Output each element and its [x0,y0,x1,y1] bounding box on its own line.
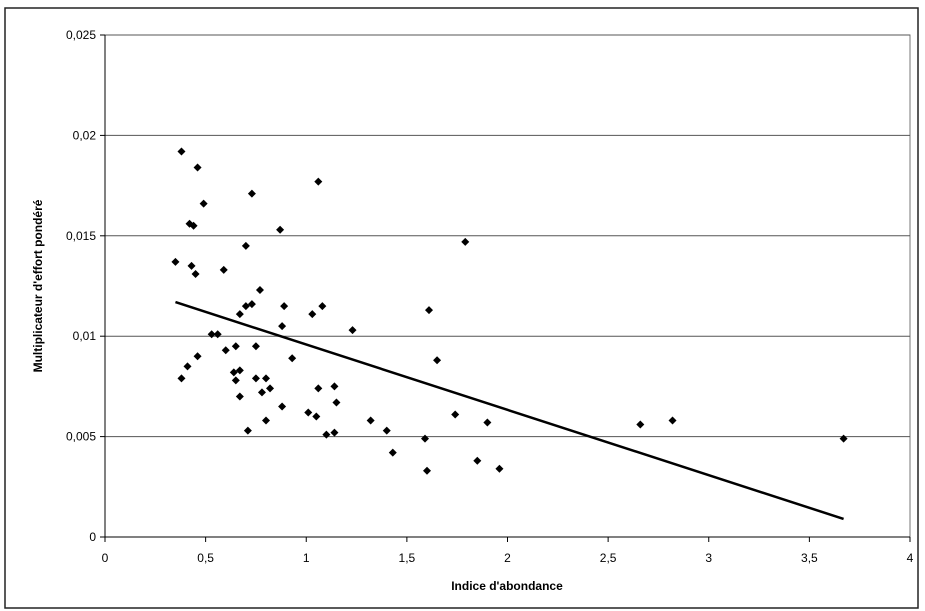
data-point [314,177,323,186]
data-point [235,392,244,401]
data-point [308,310,317,319]
x-axis-title: Indice d'abondance [451,579,563,593]
y-tick-label: 0,01 [73,329,97,343]
grid-lines [105,34,910,438]
x-tick-label: 1 [303,551,310,565]
data-point [251,374,260,383]
data-point [243,426,252,435]
y-tick-label: 0,025 [66,28,96,42]
data-point [193,352,202,361]
data-points [171,147,848,475]
data-point [451,410,460,419]
trendline [175,300,844,521]
data-point [366,416,375,425]
data-point [322,430,331,439]
data-point [221,346,230,355]
data-point [189,221,198,230]
data-point [280,302,289,311]
y-tick-label: 0,005 [66,430,96,444]
y-tick-label: 0,015 [66,229,96,243]
data-point [177,147,186,156]
data-point [247,300,256,309]
data-point [278,402,287,411]
data-point [312,412,321,421]
data-point [177,374,186,383]
x-axis: 0 0,5 1 1,5 2 2,5 3 3,5 4 [102,536,914,565]
data-point [219,265,228,274]
data-point [433,356,442,365]
data-point [288,354,297,363]
y-tick-label: 0,02 [73,128,97,142]
data-point [425,306,434,315]
data-point [266,384,275,393]
data-point [231,342,240,351]
data-point [314,384,323,393]
data-point [199,199,208,208]
data-point [388,448,397,457]
data-point [473,456,482,465]
data-point [330,428,339,437]
data-point [241,302,250,311]
data-point [636,420,645,429]
trendline-layer [175,300,844,521]
x-tick-label: 1,5 [399,551,416,565]
x-tick-label: 2,5 [600,551,617,565]
data-point [304,408,313,417]
y-axis-title: Multiplicateur d'effort pondéré [31,199,45,372]
data-point [183,362,192,371]
data-point [495,464,504,473]
data-point [262,416,270,425]
data-point [262,374,270,383]
data-point [276,225,285,234]
data-point [191,269,200,278]
x-tick-label: 0 [102,551,109,565]
data-point [483,418,492,427]
data-point [330,382,339,391]
data-point [251,342,260,351]
data-point [332,398,341,407]
data-point [839,434,848,443]
data-point [235,310,244,319]
data-point [229,368,238,377]
data-point [247,189,256,198]
x-tick-label: 0,5 [197,551,214,565]
data-point [187,261,196,270]
y-axis: 0 0,005 0,01 0,015 0,02 0,025 [66,28,106,544]
data-point [423,466,431,475]
y-tick-label: 0 [89,530,96,544]
data-point [171,257,180,266]
x-tick-label: 3 [705,551,712,565]
data-point [241,241,250,250]
data-point [255,286,264,295]
data-point [193,163,202,172]
x-tick-label: 3,5 [801,551,818,565]
data-point [235,366,244,375]
plot-area [104,34,911,538]
data-point [461,237,470,246]
data-point [257,388,266,397]
data-point [213,330,222,339]
data-point [278,322,287,331]
data-point [420,434,429,443]
data-point [348,326,357,335]
data-point [318,302,327,311]
data-point [231,376,240,385]
data-point [207,330,216,339]
x-tick-label: 4 [907,551,914,565]
data-point [668,416,677,425]
data-point [382,426,391,435]
x-tick-label: 2 [504,551,511,565]
